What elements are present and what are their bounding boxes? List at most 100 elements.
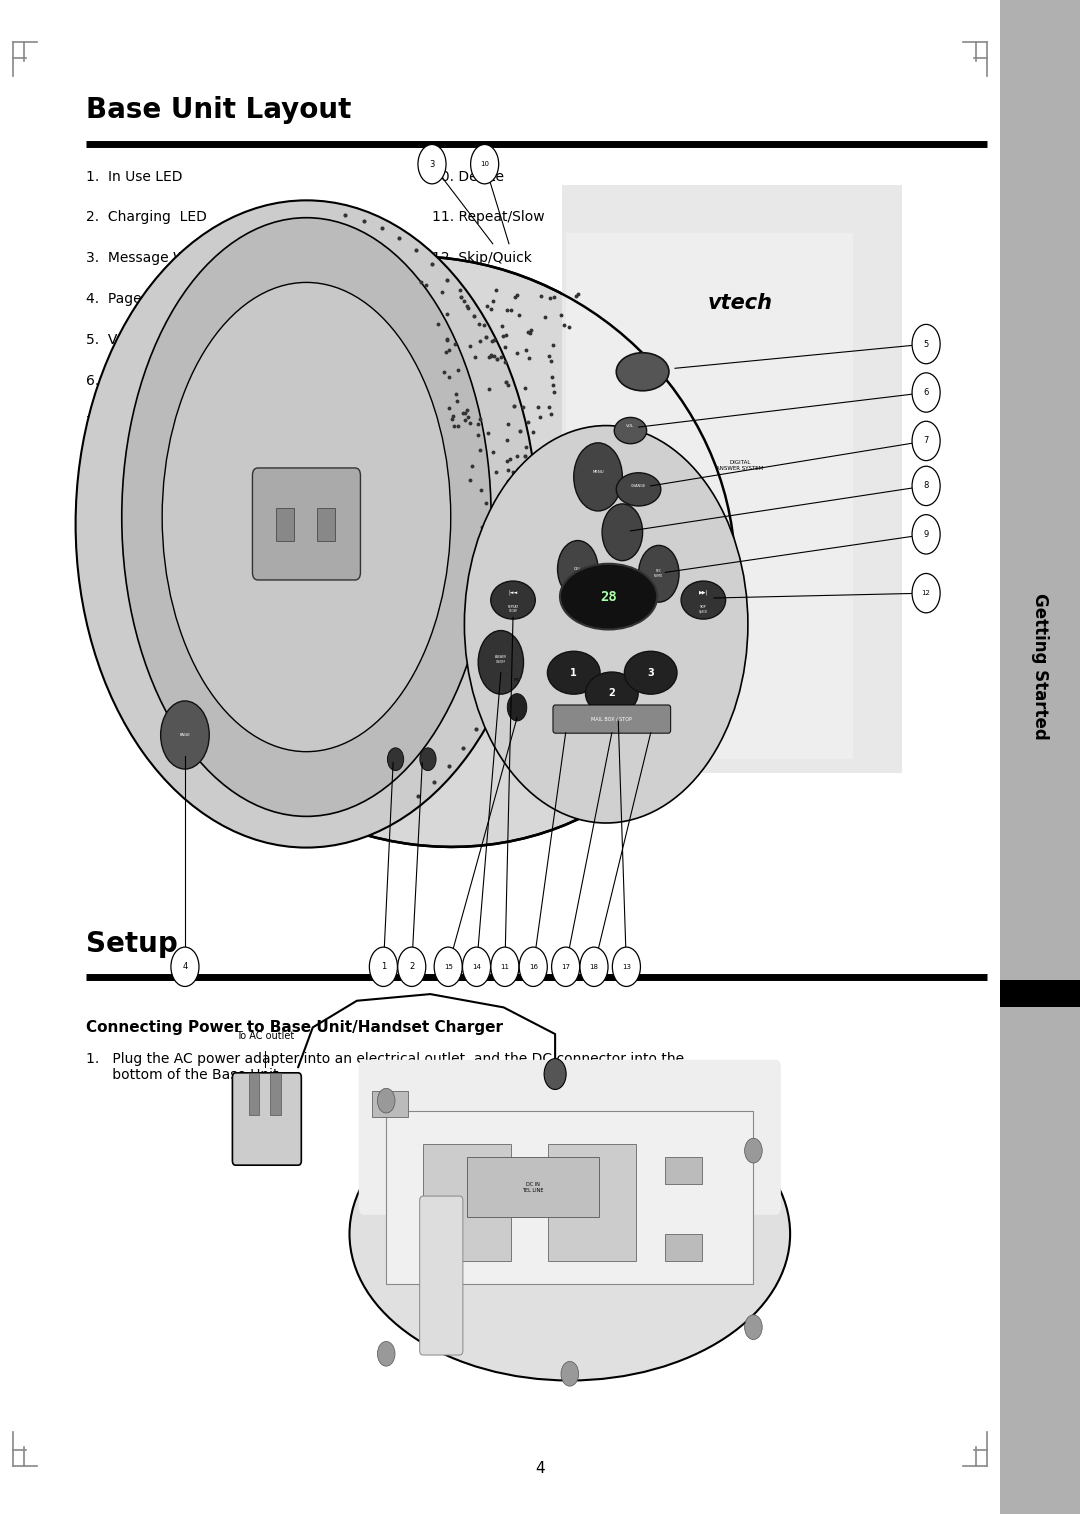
Ellipse shape — [548, 651, 600, 695]
Text: 10: 10 — [481, 160, 489, 167]
Ellipse shape — [490, 581, 536, 619]
Circle shape — [388, 748, 404, 771]
Text: To AC outlet: To AC outlet — [235, 1031, 294, 1040]
Bar — [1000, 980, 1080, 1007]
Text: 8.  Time/Set: 8. Time/Set — [86, 456, 170, 469]
Circle shape — [418, 144, 446, 183]
Text: 17: 17 — [562, 964, 570, 970]
Polygon shape — [566, 233, 853, 759]
Text: 4.  Page key: 4. Page key — [86, 292, 171, 306]
Text: 11. Repeat/Slow: 11. Repeat/Slow — [432, 210, 544, 224]
Text: 13. Mailbox/Stop keys: 13. Mailbox/Stop keys — [432, 292, 584, 306]
Text: 9.  Record/Memo: 9. Record/Memo — [86, 497, 203, 510]
Circle shape — [377, 1341, 395, 1366]
Text: DC IN
TEL LINE: DC IN TEL LINE — [523, 1182, 544, 1193]
Circle shape — [397, 948, 426, 987]
Text: DEL: DEL — [573, 566, 582, 571]
Text: 14. Answer On/Off key: 14. Answer On/Off key — [432, 333, 588, 347]
Text: Getting Started: Getting Started — [1031, 593, 1049, 739]
Circle shape — [913, 421, 940, 460]
Text: MENU: MENU — [592, 471, 604, 474]
Bar — [372, 1090, 408, 1117]
Text: ANSWER
ON/OFF: ANSWER ON/OFF — [495, 656, 507, 663]
Bar — [1000, 0, 1080, 1514]
Text: 4: 4 — [536, 1461, 544, 1476]
Circle shape — [744, 1314, 762, 1340]
Text: VOL: VOL — [626, 424, 635, 428]
Text: 7: 7 — [923, 436, 929, 445]
Circle shape — [913, 466, 940, 506]
Ellipse shape — [129, 256, 735, 846]
Text: 17. Mailbox/Stop LED 2: 17. Mailbox/Stop LED 2 — [432, 456, 593, 469]
Text: PAGE: PAGE — [179, 733, 190, 737]
Text: 1: 1 — [381, 963, 386, 972]
Ellipse shape — [350, 1087, 791, 1381]
Text: Base Unit Layout: Base Unit Layout — [86, 97, 352, 124]
Circle shape — [913, 324, 940, 363]
Text: 14: 14 — [472, 964, 481, 970]
Text: CHANGE: CHANGE — [631, 484, 646, 489]
Text: REPEAT
SLOW: REPEAT SLOW — [508, 606, 518, 613]
Text: 2: 2 — [409, 963, 415, 972]
Text: 3.  Message Window  Display: 3. Message Window Display — [86, 251, 288, 265]
Text: 1: 1 — [570, 668, 577, 678]
Ellipse shape — [561, 563, 657, 630]
Ellipse shape — [122, 218, 491, 816]
Circle shape — [471, 144, 499, 183]
FancyBboxPatch shape — [420, 1196, 463, 1355]
Text: Setup: Setup — [86, 931, 178, 958]
Text: vtech: vtech — [707, 292, 772, 312]
Ellipse shape — [617, 353, 669, 391]
Bar — [423, 1145, 511, 1261]
Text: 11: 11 — [500, 964, 510, 970]
Text: 5: 5 — [923, 339, 929, 348]
FancyBboxPatch shape — [253, 468, 361, 580]
Circle shape — [580, 948, 608, 987]
Text: 16. Mailbox/Stop LED 1: 16. Mailbox/Stop LED 1 — [432, 415, 593, 428]
Circle shape — [377, 1089, 395, 1113]
Bar — [665, 1157, 702, 1184]
Text: 2: 2 — [608, 689, 616, 698]
Text: 3: 3 — [647, 668, 654, 678]
Text: Connecting Power to Base Unit/Handset Charger: Connecting Power to Base Unit/Handset Ch… — [86, 1020, 503, 1036]
Circle shape — [490, 948, 519, 987]
Bar — [276, 509, 294, 542]
Ellipse shape — [624, 651, 677, 695]
Circle shape — [464, 425, 748, 824]
Text: 15. Microphone: 15. Microphone — [432, 374, 539, 388]
Text: ▶▶|: ▶▶| — [699, 590, 708, 595]
Text: 6: 6 — [923, 388, 929, 397]
Text: 3: 3 — [430, 159, 434, 168]
Text: 12. Skip/Quick: 12. Skip/Quick — [432, 251, 531, 265]
Circle shape — [434, 948, 462, 987]
Text: MIC: MIC — [514, 678, 521, 683]
Circle shape — [420, 748, 436, 771]
Bar — [548, 1145, 636, 1261]
Text: 2.  Charging  LED: 2. Charging LED — [86, 210, 207, 224]
Bar — [467, 1157, 599, 1217]
Text: 28: 28 — [600, 589, 617, 604]
Circle shape — [462, 948, 490, 987]
Text: 18: 18 — [590, 964, 598, 970]
Bar — [387, 1111, 754, 1284]
Polygon shape — [562, 185, 902, 774]
Circle shape — [161, 701, 210, 769]
Bar — [665, 1234, 702, 1261]
Text: 9: 9 — [923, 530, 929, 539]
Circle shape — [171, 948, 199, 987]
FancyBboxPatch shape — [553, 706, 671, 733]
Circle shape — [913, 515, 940, 554]
Bar — [318, 509, 335, 542]
Ellipse shape — [585, 672, 638, 715]
Text: 16: 16 — [529, 964, 538, 970]
Circle shape — [638, 545, 679, 603]
Text: 18. Mailbox/Stop LED 3: 18. Mailbox/Stop LED 3 — [432, 497, 593, 510]
Text: |◄◄: |◄◄ — [509, 590, 517, 595]
Circle shape — [552, 948, 580, 987]
Circle shape — [561, 1361, 579, 1387]
Text: 4: 4 — [183, 963, 188, 972]
Text: 15: 15 — [444, 964, 453, 970]
Circle shape — [76, 200, 538, 848]
Text: MAIL BOX / STOP: MAIL BOX / STOP — [592, 716, 632, 722]
Text: 1.  In Use LED: 1. In Use LED — [86, 170, 183, 183]
